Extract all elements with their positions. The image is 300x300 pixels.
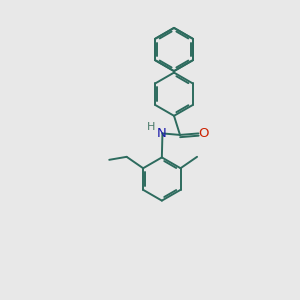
- Text: H: H: [147, 122, 155, 132]
- Text: N: N: [156, 127, 166, 140]
- Text: O: O: [199, 127, 209, 140]
